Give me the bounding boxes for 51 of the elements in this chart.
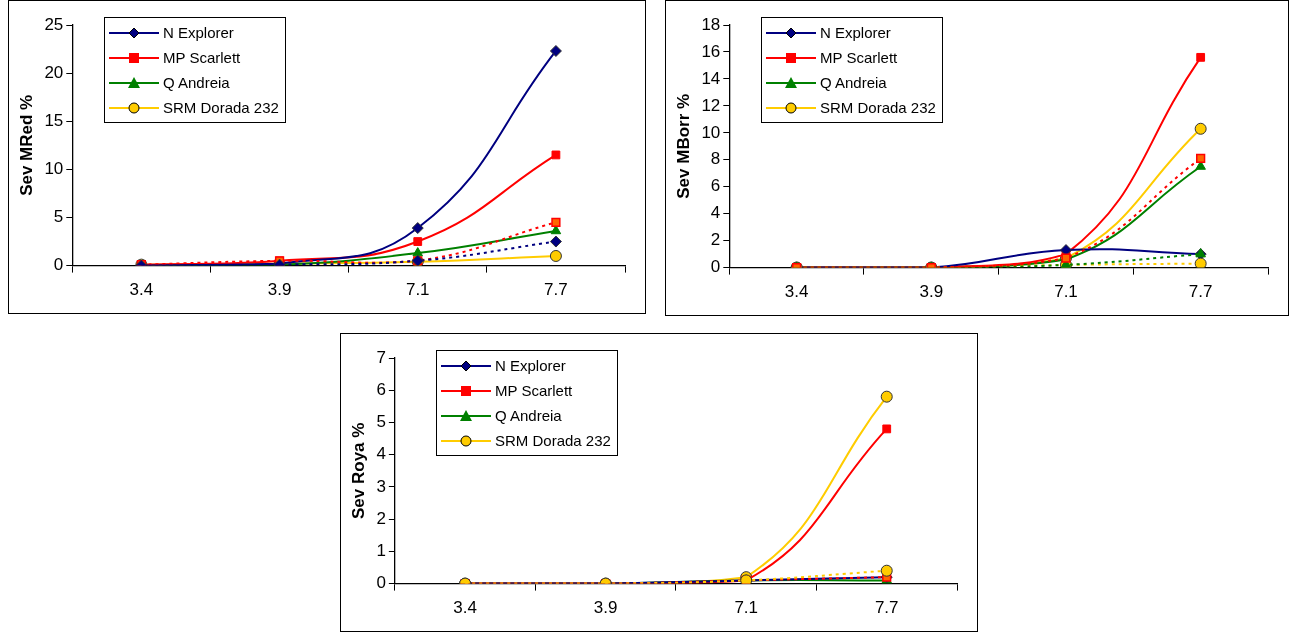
legend-label: MP Scarlett: [163, 49, 241, 66]
legend-label: MP Scarlett: [820, 49, 898, 66]
y-tick-label: 4: [376, 444, 386, 464]
x-tick-label: 3.9: [267, 280, 292, 300]
legend-label: Q Andreia: [495, 407, 562, 424]
legend-label: SRM Dorada 232: [495, 432, 611, 449]
legend-label: Q Andreia: [820, 74, 887, 91]
y-axis-title: Sev MBorr %: [673, 93, 693, 199]
y-tick-label: 7: [376, 347, 386, 367]
x-tick-label: 7.7: [544, 280, 568, 300]
y-tick-label: 10: [44, 159, 64, 179]
x-tick-label: 7.7: [1188, 282, 1213, 302]
y-tick-label: 10: [701, 122, 721, 142]
y-tick-label: 2: [376, 508, 386, 528]
y-tick-label: 18: [701, 14, 721, 34]
y-tick-label: 3: [376, 476, 386, 496]
y-tick-label: 0: [376, 573, 386, 593]
legend-label: Q Andreia: [163, 74, 230, 91]
y-tick-label: 20: [44, 62, 64, 82]
y-tick-label: 14: [701, 68, 721, 88]
legend-label: N Explorer: [820, 24, 891, 41]
y-tick-label: 12: [701, 95, 721, 115]
x-tick-label: 7.1: [734, 598, 759, 618]
y-axis-title: Sev MRed %: [16, 94, 36, 196]
y-tick-label: 6: [376, 379, 386, 399]
y-tick-label: 5: [53, 207, 64, 227]
x-tick-label: 7.1: [1054, 282, 1078, 302]
y-tick-label: 4: [710, 203, 721, 223]
y-tick-label: 0: [53, 255, 64, 275]
y-tick-label: 1: [376, 541, 386, 561]
x-tick-label: 3.4: [129, 280, 154, 300]
y-tick-label: 16: [701, 41, 721, 61]
legend-label: SRM Dorada 232: [820, 99, 936, 116]
y-tick-label: 8: [710, 149, 721, 169]
legend-label: N Explorer: [495, 357, 566, 374]
y-axis-title: Sev Roya %: [348, 422, 368, 519]
legend-label: SRM Dorada 232: [163, 99, 279, 116]
legend-label: MP Scarlett: [495, 382, 573, 399]
y-tick-label: 0: [710, 257, 721, 277]
x-tick-label: 3.4: [453, 598, 477, 618]
y-tick-label: 15: [44, 110, 64, 130]
x-tick-label: 3.4: [784, 282, 809, 302]
y-tick-label: 25: [44, 14, 64, 34]
y-tick-label: 5: [376, 412, 386, 432]
y-tick-label: 2: [710, 230, 721, 250]
legend-label: N Explorer: [163, 24, 234, 41]
x-tick-label: 7.1: [405, 280, 430, 300]
x-tick-label: 7.7: [874, 598, 899, 618]
y-tick-label: 6: [710, 176, 721, 196]
x-tick-label: 3.9: [593, 598, 618, 618]
x-tick-label: 3.9: [919, 282, 944, 302]
